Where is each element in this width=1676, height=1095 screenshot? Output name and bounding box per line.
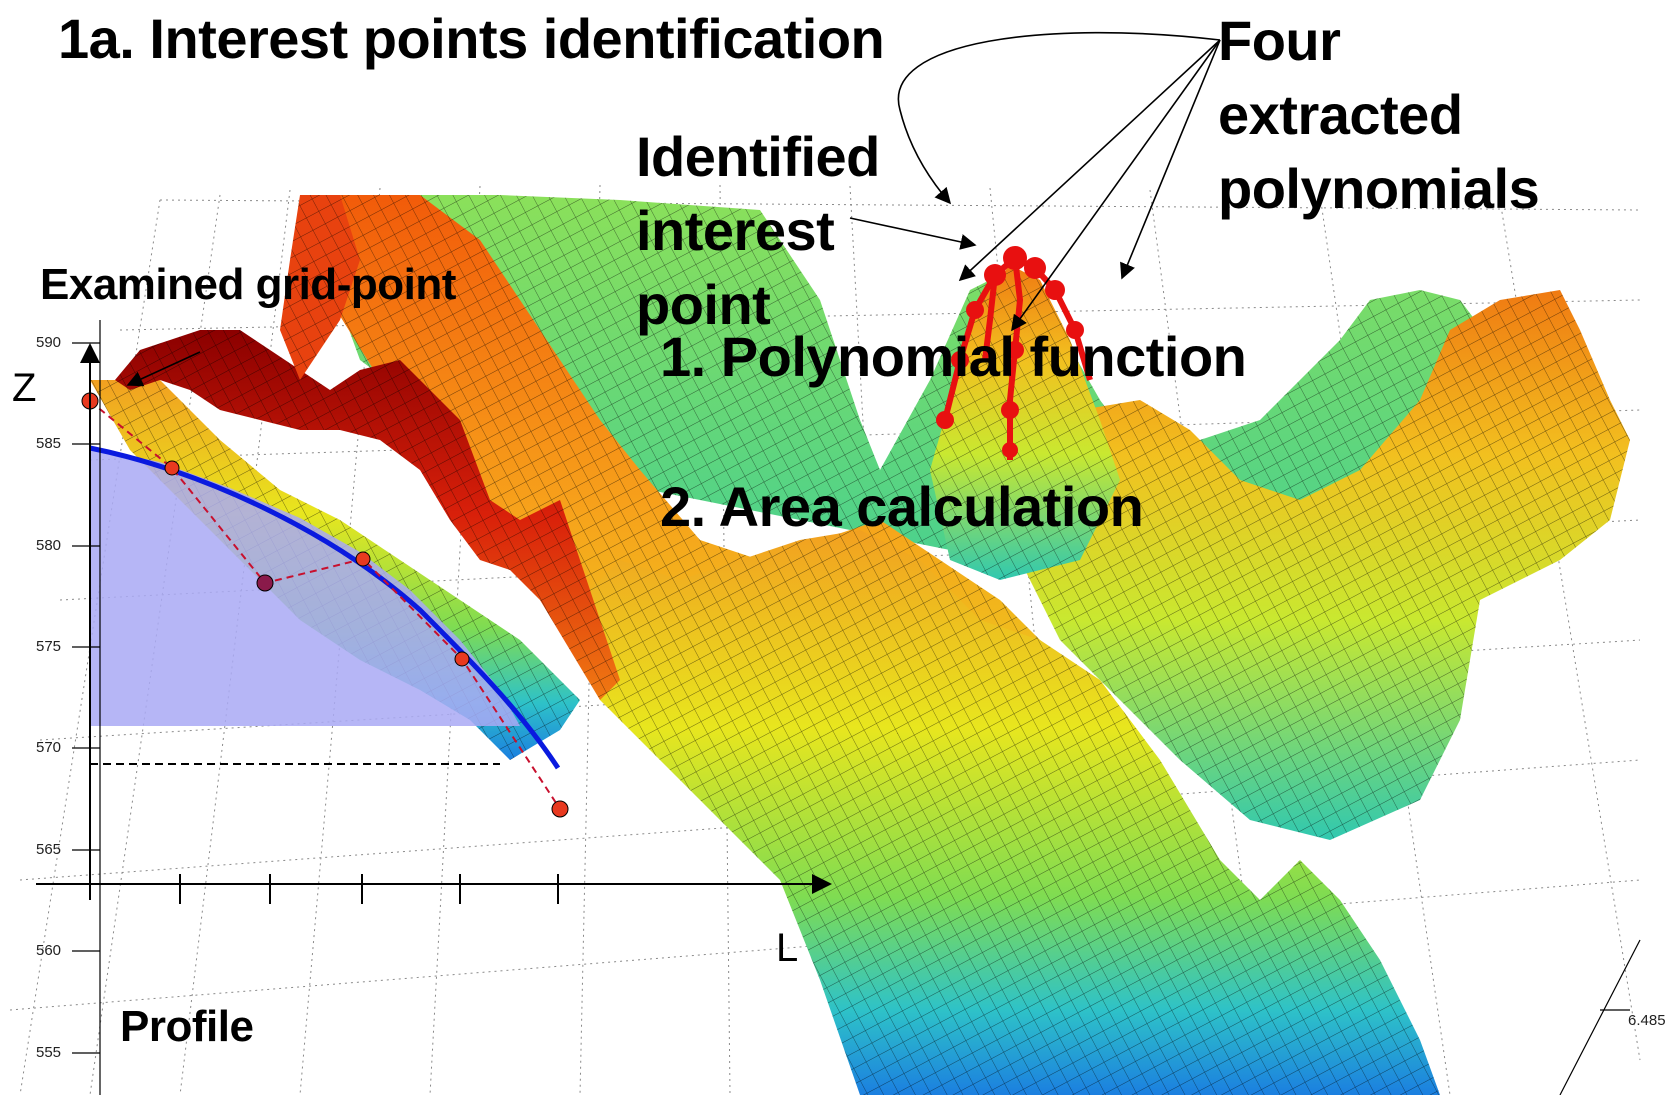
profile-point xyxy=(164,460,180,476)
z-tick-label: 570 xyxy=(36,739,62,756)
l-axis-label: L xyxy=(776,926,799,970)
interest-point xyxy=(1002,442,1018,458)
interest-point xyxy=(1066,321,1084,339)
identified-line-3: point xyxy=(636,273,771,336)
z-tick-label: 585 xyxy=(36,435,62,452)
identified-interest-point-label: Identified interest point xyxy=(636,120,880,342)
profile-axes xyxy=(36,343,832,904)
area-under-polynomial xyxy=(90,448,520,726)
profile-label: Profile xyxy=(120,1002,254,1051)
z-tick-label: 590 xyxy=(36,334,62,351)
profile-points xyxy=(81,392,569,818)
interest-point xyxy=(984,264,1006,286)
interest-point xyxy=(951,351,969,369)
identified-line-2: interest xyxy=(636,199,835,262)
z-axis-label: Z xyxy=(12,366,37,410)
four-polynomials-label: Four extracted polynomials xyxy=(1218,4,1540,226)
y-tick-label: 6.485 xyxy=(1628,1012,1666,1029)
figure-title: 1a. Interest points identification xyxy=(58,7,885,70)
z-scale xyxy=(72,320,101,1095)
interest-points xyxy=(936,246,1084,458)
z-tick-label: 560 xyxy=(36,942,62,959)
identified-line-1: Identified xyxy=(636,125,880,188)
z-tick-label: 580 xyxy=(36,537,62,554)
profile-point xyxy=(355,551,371,567)
interest-point xyxy=(1045,280,1065,300)
four-polynomials-line-1: Four xyxy=(1218,9,1341,72)
profile-point xyxy=(256,574,274,592)
interest-point xyxy=(1001,401,1019,419)
profile-dashed-line xyxy=(89,400,561,810)
four-polynomials-line-2: extracted xyxy=(1218,83,1463,146)
interest-point xyxy=(966,301,984,319)
profile-point xyxy=(551,800,569,818)
interest-point xyxy=(1006,341,1024,359)
right-axis-edge xyxy=(1559,939,1641,1095)
profile-point xyxy=(454,651,470,667)
examined-grid-point-label: Examined grid-point xyxy=(40,260,456,309)
polynomial-function-label: 1. Polynomial function xyxy=(660,325,1247,388)
polynomial-fit-curve xyxy=(89,445,561,770)
z-tick-label: 575 xyxy=(36,638,62,655)
z-tick-label: 555 xyxy=(36,1044,62,1061)
annotation-arrows xyxy=(126,31,1221,387)
interest-point xyxy=(936,411,954,429)
area-calculation-label: 2. Area calculation xyxy=(660,475,1144,538)
interest-point xyxy=(1024,257,1046,279)
z-tick-label: 565 xyxy=(36,841,62,858)
four-polynomials-line-3: polynomials xyxy=(1218,157,1540,220)
interest-point xyxy=(1003,246,1027,270)
